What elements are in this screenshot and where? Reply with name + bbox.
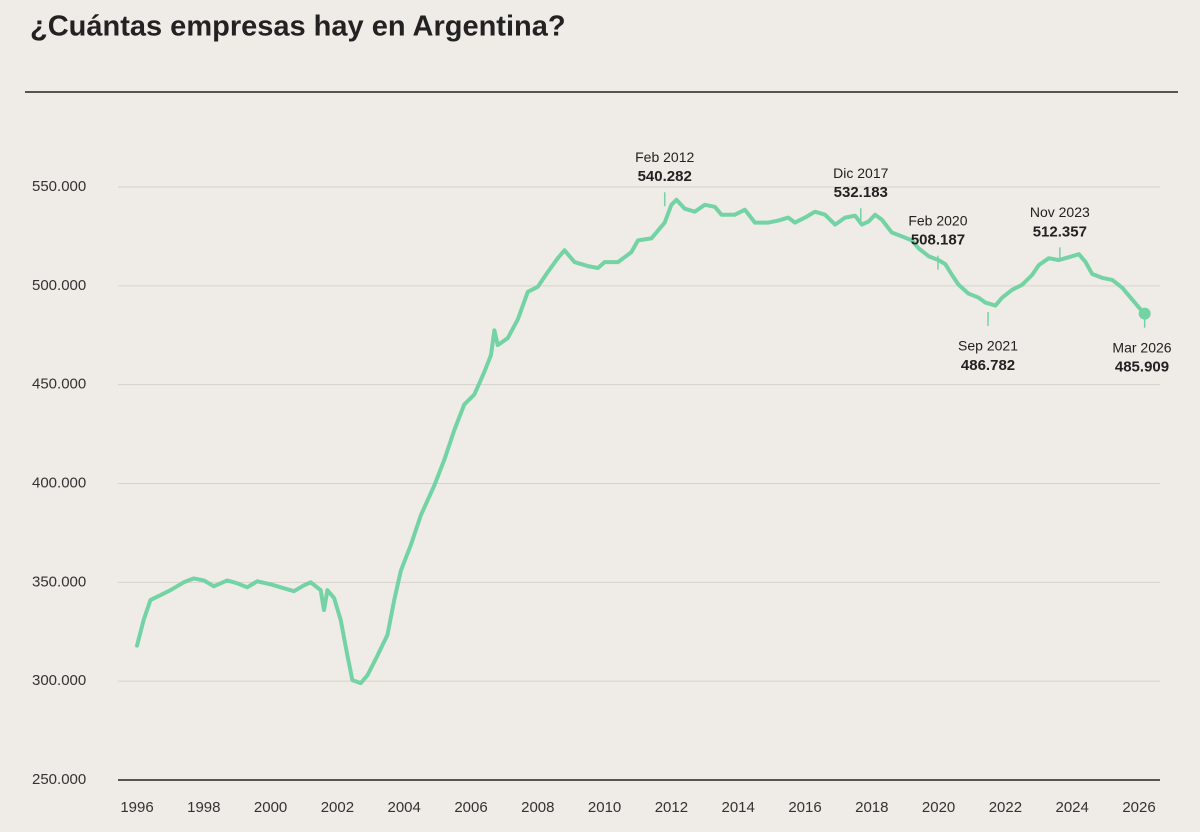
annotation-value: 485.909 — [1115, 359, 1169, 376]
y-tick-label: 500.000 — [32, 277, 86, 294]
annotation-value: 540.282 — [638, 168, 692, 185]
y-tick-label: 350.000 — [32, 573, 86, 590]
annotation-label: Feb 2012 — [635, 149, 694, 165]
x-tick-label: 1998 — [187, 799, 220, 816]
annotation-dot — [1138, 307, 1151, 320]
x-tick-label: 1996 — [120, 799, 153, 816]
x-tick-label: 2000 — [254, 799, 287, 816]
x-tick-label: 2012 — [655, 799, 688, 816]
annotation-label: Mar 2026 — [1112, 339, 1171, 355]
annotation-label: Dic 2017 — [833, 165, 888, 181]
y-tick-label: 300.000 — [32, 672, 86, 689]
x-tick-label: 2006 — [454, 799, 487, 816]
y-tick-label: 550.000 — [32, 178, 86, 195]
x-tick-label: 2026 — [1122, 799, 1155, 816]
y-tick-label: 450.000 — [32, 376, 86, 393]
x-tick-label: 2010 — [588, 799, 621, 816]
x-tick-label: 2004 — [388, 799, 421, 816]
x-tick-label: 2008 — [521, 799, 554, 816]
annotation-value: 512.357 — [1033, 223, 1087, 240]
y-tick-label: 400.000 — [32, 474, 86, 491]
annotation-label: Sep 2021 — [958, 338, 1018, 354]
x-tick-label: 2014 — [722, 799, 755, 816]
x-tick-label: 2002 — [321, 799, 354, 816]
data-line — [135, 197, 1147, 686]
annotation-value: 508.187 — [911, 232, 965, 249]
x-tick-label: 2024 — [1056, 799, 1089, 816]
annotation-value: 486.782 — [961, 357, 1015, 374]
annotation-value: 532.183 — [834, 184, 888, 201]
x-tick-label: 2022 — [989, 799, 1022, 816]
x-tick-label: 2018 — [855, 799, 888, 816]
x-tick-label: 2016 — [788, 799, 821, 816]
y-tick-label: 250.000 — [32, 771, 86, 788]
chart-title: ¿Cuántas empresas hay en Argentina? — [30, 11, 566, 43]
x-tick-label: 2020 — [922, 799, 955, 816]
annotation-label: Feb 2020 — [908, 212, 967, 228]
annotation-label: Nov 2023 — [1030, 204, 1090, 220]
